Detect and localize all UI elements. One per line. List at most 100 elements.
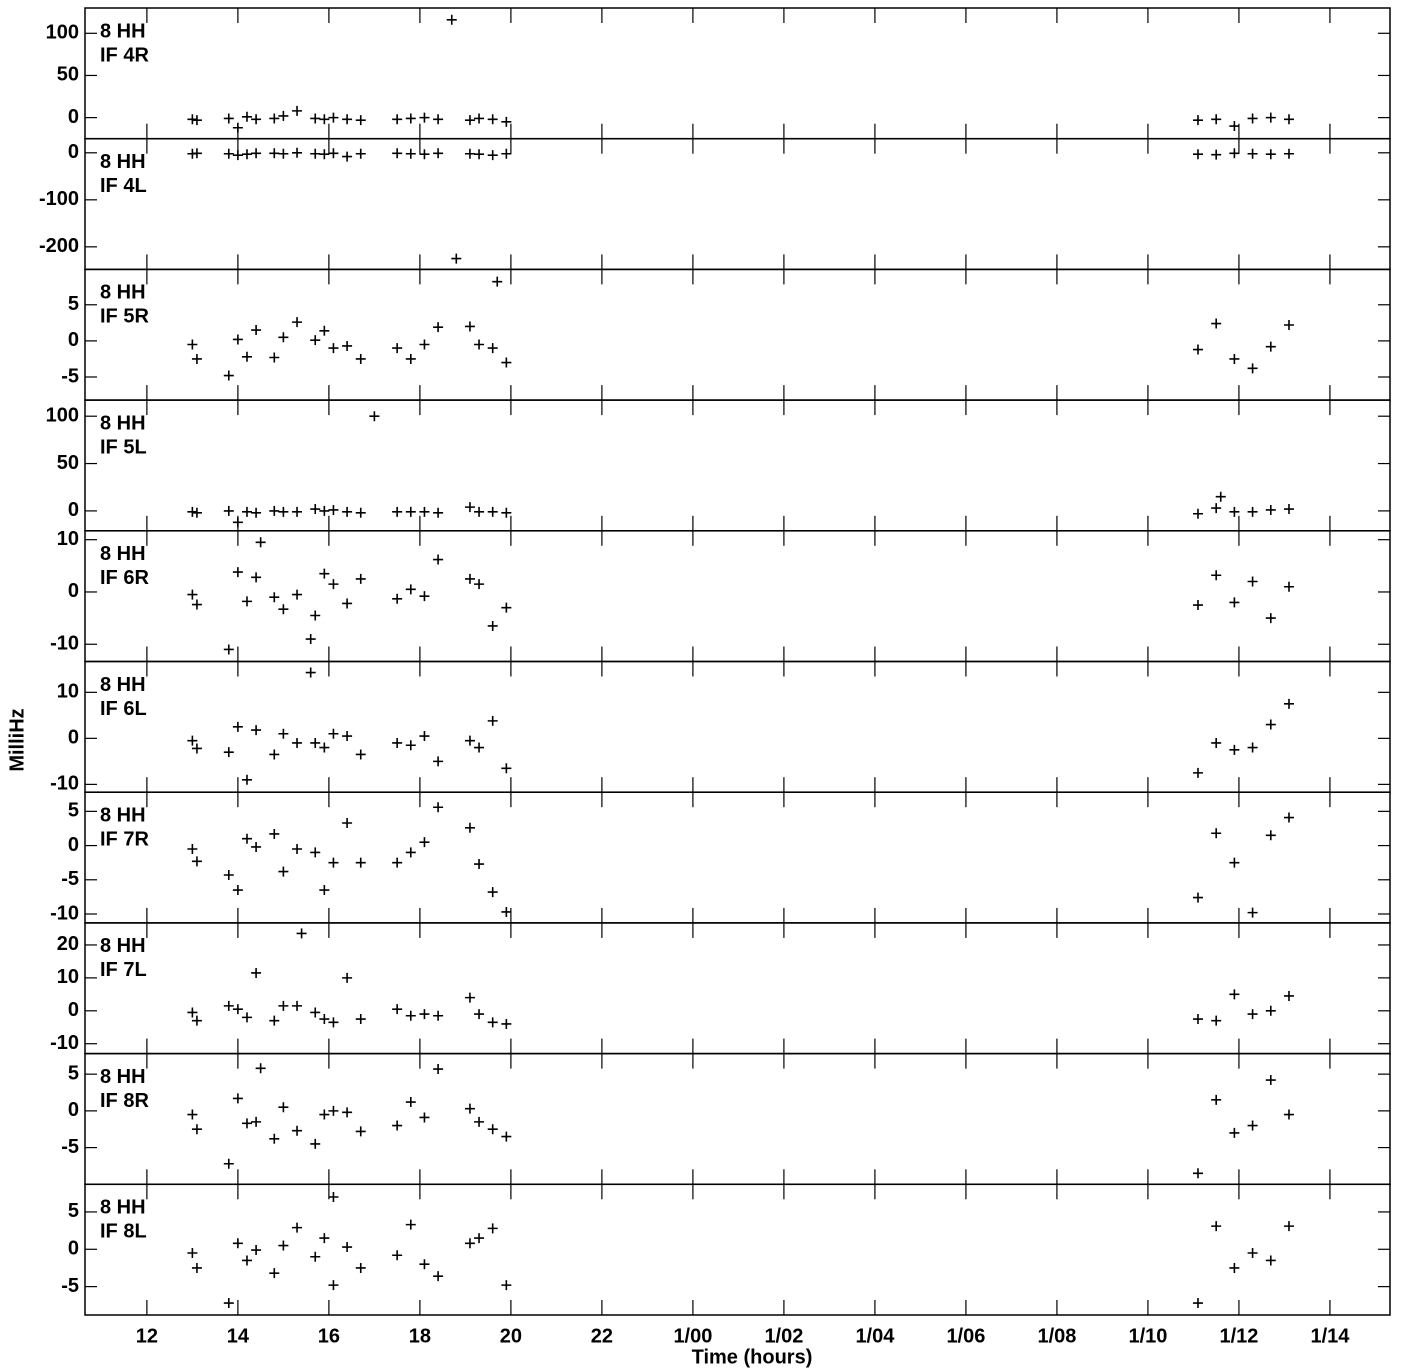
point bbox=[241, 351, 252, 362]
point bbox=[1283, 581, 1294, 592]
point bbox=[232, 1238, 243, 1249]
point bbox=[1247, 576, 1258, 587]
x-tick-label: 1/02 bbox=[764, 1325, 803, 1347]
point bbox=[278, 110, 289, 121]
point bbox=[223, 148, 234, 159]
point bbox=[405, 113, 416, 124]
point bbox=[251, 572, 262, 583]
x-tick-label: 1/12 bbox=[1219, 1325, 1258, 1347]
point bbox=[501, 116, 512, 127]
y-tick-label: 0 bbox=[68, 1099, 79, 1121]
point bbox=[433, 756, 444, 767]
y-tick-label: -10 bbox=[50, 902, 79, 924]
point bbox=[278, 866, 289, 877]
point bbox=[187, 1248, 198, 1259]
point bbox=[487, 150, 498, 161]
y-axis-label: MilliHz bbox=[6, 708, 28, 771]
point bbox=[405, 148, 416, 159]
point bbox=[392, 737, 403, 748]
point bbox=[269, 592, 280, 603]
point bbox=[187, 114, 198, 125]
panel-label: IF 7R bbox=[100, 828, 149, 850]
y-tick-label: 5 bbox=[68, 1062, 79, 1084]
point bbox=[342, 598, 353, 609]
point bbox=[1247, 742, 1258, 753]
y-tick-label: 0 bbox=[68, 329, 79, 351]
point bbox=[292, 105, 303, 116]
point bbox=[1283, 320, 1294, 331]
point bbox=[296, 928, 307, 939]
x-tick-label: 14 bbox=[227, 1325, 250, 1347]
point bbox=[464, 573, 475, 584]
point bbox=[464, 1103, 475, 1114]
point bbox=[1192, 344, 1203, 355]
point bbox=[310, 847, 321, 858]
point bbox=[355, 353, 366, 364]
point bbox=[223, 869, 234, 880]
x-tick-label: 1/14 bbox=[1310, 1325, 1350, 1347]
point bbox=[355, 1126, 366, 1137]
point bbox=[1265, 149, 1276, 160]
point bbox=[269, 1133, 280, 1144]
point bbox=[187, 843, 198, 854]
panel-label: 8 HH bbox=[100, 151, 146, 173]
panel-label: 8 HH bbox=[100, 1197, 146, 1219]
x-tick-label: 12 bbox=[136, 1325, 158, 1347]
point bbox=[278, 1000, 289, 1011]
point bbox=[342, 340, 353, 351]
point bbox=[269, 113, 280, 124]
point bbox=[328, 1280, 339, 1291]
point bbox=[342, 817, 353, 828]
point bbox=[419, 112, 430, 123]
point bbox=[241, 1118, 252, 1129]
point bbox=[474, 1116, 485, 1127]
point bbox=[501, 357, 512, 368]
point bbox=[319, 114, 330, 125]
panel-label: IF 5R bbox=[100, 306, 149, 328]
point bbox=[487, 887, 498, 898]
point bbox=[464, 735, 475, 746]
point bbox=[310, 504, 321, 515]
y-tick-label: 10 bbox=[57, 966, 79, 988]
point bbox=[464, 115, 475, 126]
y-tick-label: -10 bbox=[50, 1032, 79, 1054]
y-tick-label: -5 bbox=[61, 365, 79, 387]
point bbox=[191, 1262, 202, 1273]
point bbox=[223, 113, 234, 124]
point bbox=[292, 506, 303, 517]
point bbox=[1265, 830, 1276, 841]
point bbox=[292, 317, 303, 328]
point bbox=[1211, 114, 1222, 125]
point bbox=[451, 253, 462, 264]
point bbox=[292, 147, 303, 158]
point bbox=[223, 747, 234, 758]
point bbox=[251, 325, 262, 336]
point bbox=[305, 634, 316, 645]
panel-label: 8 HH bbox=[100, 412, 146, 434]
y-tick-label: 0 bbox=[68, 580, 79, 602]
point bbox=[392, 593, 403, 604]
point bbox=[1192, 892, 1203, 903]
y-tick-label: 0 bbox=[68, 499, 79, 521]
point bbox=[342, 506, 353, 517]
point bbox=[191, 115, 202, 126]
point bbox=[1283, 114, 1294, 125]
point bbox=[392, 857, 403, 868]
panel-frame bbox=[84, 268, 1391, 401]
point bbox=[310, 335, 321, 346]
point bbox=[355, 1262, 366, 1273]
panel-label: IF 4L bbox=[100, 175, 147, 197]
panel-label: 8 HH bbox=[100, 282, 146, 304]
panel-label: 8 HH bbox=[100, 20, 146, 42]
point bbox=[1211, 737, 1222, 748]
point bbox=[310, 610, 321, 621]
point bbox=[223, 1000, 234, 1011]
y-tick-label: -5 bbox=[61, 868, 79, 890]
point bbox=[1192, 767, 1203, 778]
point bbox=[474, 149, 485, 160]
y-tick-label: 5 bbox=[68, 800, 79, 822]
x-tick-label: 1/08 bbox=[1037, 1325, 1076, 1347]
point bbox=[319, 568, 330, 579]
point bbox=[241, 833, 252, 844]
